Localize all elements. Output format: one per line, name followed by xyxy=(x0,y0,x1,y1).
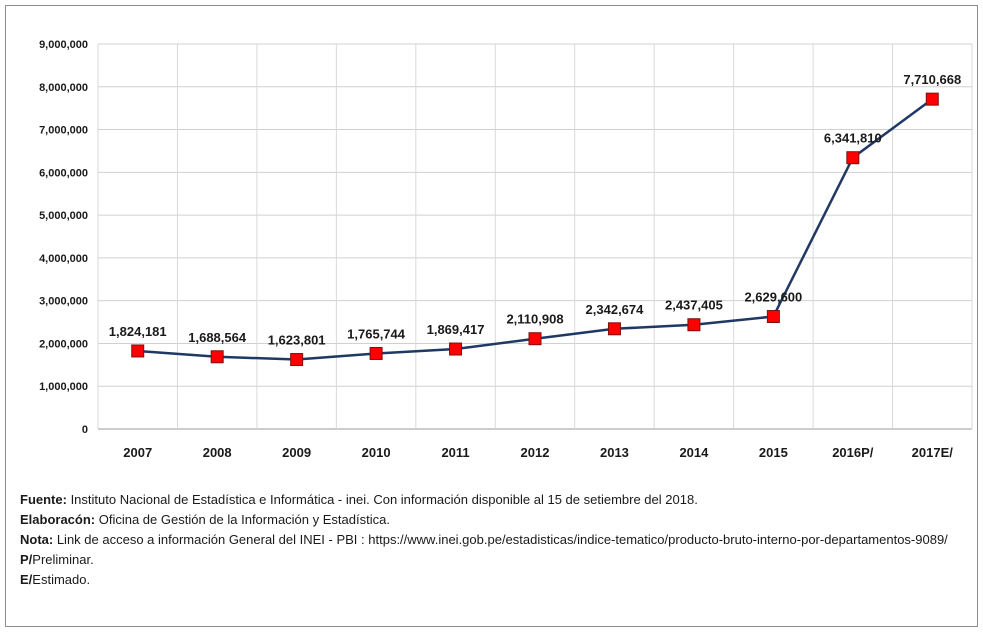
x-tick-label: 2009 xyxy=(282,445,311,460)
x-tick-label: 2011 xyxy=(441,445,469,460)
y-tick-label: 1,000,000 xyxy=(39,381,88,393)
data-label: 2,342,674 xyxy=(586,302,645,317)
data-point xyxy=(210,350,224,364)
y-tick-label: 9,000,000 xyxy=(39,39,88,51)
y-tick-label: 7,000,000 xyxy=(39,125,88,137)
data-label: 1,623,801 xyxy=(268,333,326,348)
data-label: 1,869,417 xyxy=(427,322,485,337)
elaboration-label: Elaboracón: xyxy=(20,512,96,527)
x-axis-ticks: 2007 2008 2009 2010 2011 2012 2013 2014 2015 2016… xyxy=(123,445,953,460)
x-tick-label: 2013 xyxy=(600,445,629,460)
x-tick-label: 2017E/ xyxy=(912,445,954,460)
figure-notes: Fuente: Instituto Nacional de Estadístic… xyxy=(20,490,970,590)
data-point xyxy=(449,342,463,356)
x-tick-label: 2010 xyxy=(362,445,391,460)
grid-lines xyxy=(97,43,973,430)
x-tick-label: 2016P/ xyxy=(832,445,874,460)
data-point xyxy=(607,322,621,336)
data-label: 2,110,908 xyxy=(506,312,563,327)
data-label: 1,765,744 xyxy=(347,326,406,341)
elaboration-note: Elaboracón: Oficina de Gestión de la Inf… xyxy=(20,510,970,530)
preliminary-note: P/Preliminar. xyxy=(20,550,970,570)
data-point xyxy=(528,332,542,346)
e-text: Estimado. xyxy=(32,572,91,587)
data-label: 1,688,564 xyxy=(188,330,247,345)
data-point xyxy=(846,151,860,165)
y-axis-ticks: 0 1,000,000 2,000,000 3,000,000 4,000,000 5,0… xyxy=(39,39,88,436)
note-text: Link de acceso a información General del… xyxy=(53,532,948,547)
estimated-note: E/Estimado. xyxy=(20,570,970,590)
x-tick-label: 2008 xyxy=(203,445,232,460)
source-label: Fuente: xyxy=(20,492,67,507)
data-point xyxy=(131,344,145,358)
source-note: Fuente: Instituto Nacional de Estadístic… xyxy=(20,490,970,510)
y-tick-label: 0 xyxy=(82,424,88,436)
data-labels: 1,824,181 1,688,564 1,623,801 1,765,744 1,86… xyxy=(109,72,961,347)
x-tick-label: 2012 xyxy=(521,445,550,460)
data-label: 6,341,810 xyxy=(824,131,882,146)
line-chart: 0 1,000,000 2,000,000 3,000,000 4,000,000 5,0… xyxy=(39,39,973,460)
data-point xyxy=(925,92,939,106)
y-tick-label: 2,000,000 xyxy=(39,338,88,350)
data-point xyxy=(687,318,701,332)
source-text: Instituto Nacional de Estadística e Info… xyxy=(66,492,698,507)
y-tick-label: 5,000,000 xyxy=(39,210,88,222)
data-point xyxy=(766,310,780,324)
data-point xyxy=(369,346,383,360)
data-point xyxy=(290,353,304,367)
elaboration-text: Oficina de Gestión de la Información y E… xyxy=(95,512,390,527)
p-text: Preliminar. xyxy=(32,552,94,567)
x-tick-label: 2007 xyxy=(123,445,152,460)
data-label: 7,710,668 xyxy=(903,72,961,87)
data-label: 2,629,600 xyxy=(744,290,802,305)
y-tick-label: 8,000,000 xyxy=(39,82,88,94)
y-tick-label: 4,000,000 xyxy=(39,253,88,265)
data-markers xyxy=(131,92,939,367)
e-label: E/ xyxy=(20,572,33,587)
p-label: P/ xyxy=(20,552,33,567)
data-label: 2,437,405 xyxy=(665,298,723,313)
y-tick-label: 3,000,000 xyxy=(39,296,88,308)
figure-frame: 0 1,000,000 2,000,000 3,000,000 4,000,000 5,0… xyxy=(5,5,978,627)
data-label: 1,824,181 xyxy=(109,324,167,339)
x-tick-label: 2014 xyxy=(679,445,709,460)
y-tick-label: 6,000,000 xyxy=(39,167,88,179)
link-note: Nota: Link de acceso a información Gener… xyxy=(20,530,970,550)
note-label: Nota: xyxy=(20,532,54,547)
x-tick-label: 2015 xyxy=(759,445,788,460)
